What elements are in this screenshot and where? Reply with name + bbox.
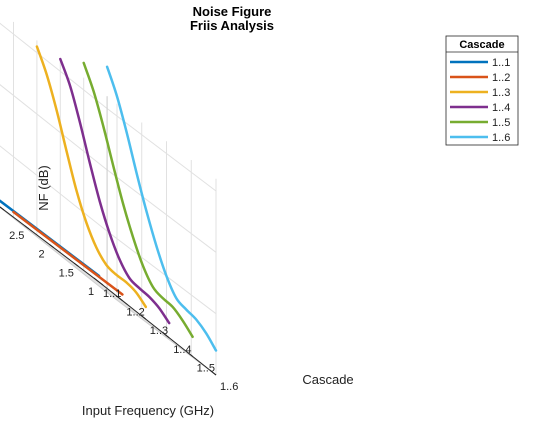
- x-tick-mark: [187, 352, 193, 357]
- box-edge: [106, 292, 217, 376]
- legend-label: 1..1: [492, 57, 510, 69]
- x-tick-label: 1..5: [197, 362, 215, 374]
- x-tick-label: 1..6: [220, 381, 238, 393]
- grid-line: [106, 169, 217, 253]
- x-tick-label: 1..4: [173, 344, 191, 356]
- legend-label: 1..3: [492, 87, 510, 99]
- grid-line: [24, 225, 143, 320]
- legend-box: [445, 35, 519, 146]
- chart-title-line2: Friis Analysis: [190, 18, 274, 33]
- y-tick-label: 2.5: [9, 230, 24, 242]
- legend: Cascade 1..1 1..2 1..3 1..4 1..5 1..6: [445, 35, 519, 146]
- series-line-1--6: [105, 65, 218, 352]
- grid-line: [49, 244, 167, 338]
- grid-line: [106, 230, 217, 315]
- grid-line: [0, 84, 108, 171]
- x-tick-label: 1..2: [126, 307, 144, 319]
- legend-items: 1..1 1..2 1..3 1..4 1..5 1..6: [450, 57, 510, 144]
- grid-line: [73, 262, 192, 357]
- series-line-1--3: [35, 45, 148, 309]
- x-tick-label: 1..1: [103, 288, 121, 300]
- y-axis-label: Input Frequency (GHz): [82, 403, 214, 418]
- x-tick-mark: [117, 296, 123, 301]
- z-axis-label: NF (dB): [36, 165, 51, 211]
- legend-label: 1..4: [492, 102, 510, 114]
- y-tick-mark: [73, 262, 79, 267]
- legend-title: Cascade: [459, 39, 504, 51]
- y-tick-mark: [0, 206, 5, 211]
- x-tick-label: 1..3: [150, 325, 168, 337]
- y-tick-mark: [98, 281, 104, 286]
- x-tick-mark: [93, 277, 100, 283]
- x-tick-mark: [140, 314, 147, 320]
- y-tick-label: 2: [38, 249, 44, 261]
- series-line-1--2: [12, 210, 124, 296]
- legend-label: 1..5: [492, 117, 510, 129]
- legend-label: 1..2: [492, 72, 510, 84]
- y-tick-mark: [49, 244, 54, 248]
- y-tick-label: 1: [88, 286, 94, 298]
- y-tick-mark: [24, 225, 30, 230]
- series-layer: [0, 45, 218, 352]
- x-axis-label: Cascade: [302, 372, 353, 387]
- series-line-1--5: [82, 61, 194, 339]
- chart-title-line1: Noise Figure: [193, 4, 272, 19]
- tick-layer: 00.511.511.522.531..11..21..31..41..51..…: [9, 230, 238, 393]
- box-edge: [0, 206, 108, 293]
- x-tick-mark: [210, 370, 217, 376]
- x-tick-mark: [163, 333, 170, 339]
- grid-line: [0, 145, 108, 232]
- series-line-1--4: [59, 57, 171, 325]
- y-tick-label: 1.5: [59, 267, 74, 279]
- grid-line: [0, 22, 108, 109]
- legend-label: 1..6: [492, 132, 510, 144]
- grid-layer: [0, 21, 217, 376]
- y-axis-line: [0, 206, 100, 283]
- axes-layer: [0, 206, 217, 376]
